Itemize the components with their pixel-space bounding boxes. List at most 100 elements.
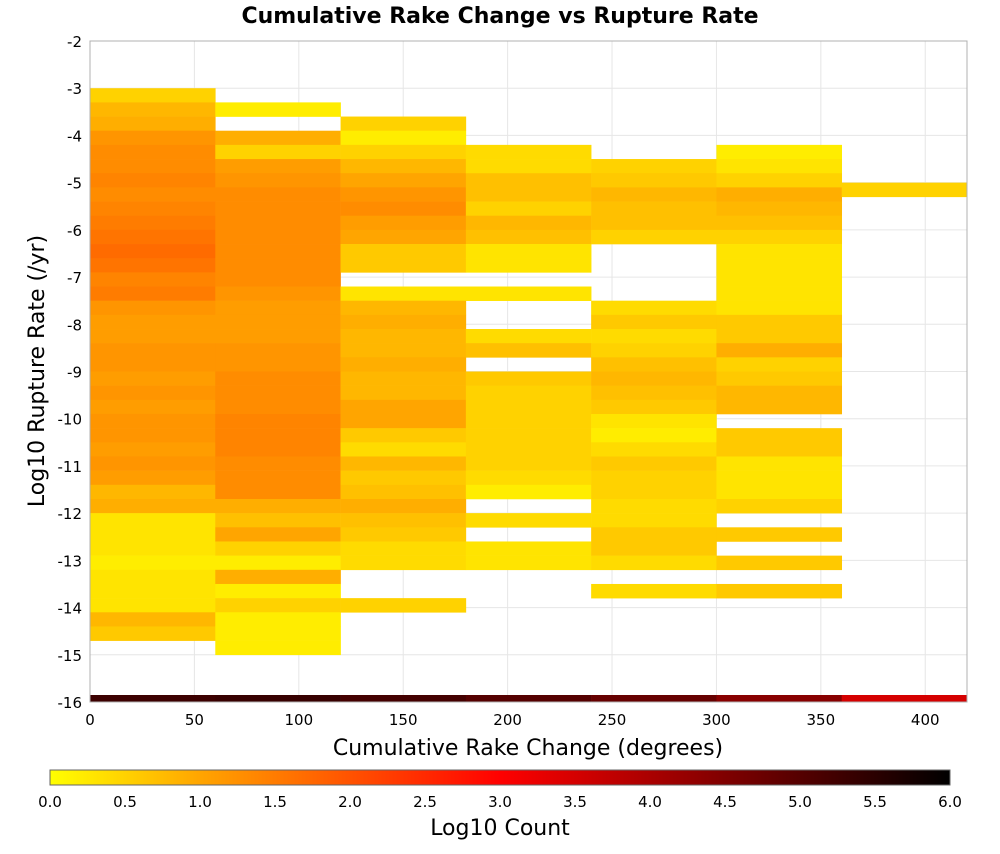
heatmap-cell [90, 399, 216, 415]
heatmap-cell [591, 343, 717, 358]
heatmap-cell [465, 456, 592, 471]
colorbar-tick-label: 3.0 [488, 793, 512, 811]
heatmap-cell [716, 385, 843, 401]
heatmap-cell [340, 300, 467, 316]
heatmap-cell [340, 498, 467, 514]
heatmap-cell [340, 329, 467, 344]
heatmap-cell [591, 456, 717, 471]
heatmap-cell [591, 399, 717, 415]
heatmap-cell [716, 371, 843, 386]
heatmap-cell [591, 513, 717, 528]
heatmap-cell [716, 555, 843, 571]
heatmap-cell [215, 399, 341, 415]
heatmap-cell [215, 272, 341, 287]
heatmap-cell [716, 399, 843, 415]
y-tick-label: -12 [58, 505, 83, 523]
heatmap-cell [215, 442, 341, 457]
heatmap-cell [90, 470, 216, 486]
colorbar-tick-labels: 0.0 0.5 1.0 1.5 2.0 2.5 3.0 3.5 4.0 4.5 5.0 5.5 6.0 [38, 793, 962, 811]
heatmap-cell [90, 541, 216, 556]
heatmap-cell [215, 300, 341, 316]
heatmap-cell [340, 343, 467, 358]
x-tick-label: 0 [85, 711, 95, 729]
x-tick-label: 250 [598, 711, 627, 729]
heatmap-cell [215, 612, 341, 627]
heatmap-cell [465, 159, 592, 174]
heatmap-cell [90, 102, 216, 117]
heatmap-cell [215, 527, 341, 542]
heatmap-cell [716, 300, 843, 316]
heatmap-cell [90, 555, 216, 571]
heatmap-cell [340, 484, 467, 500]
heatmap-cell [90, 413, 216, 429]
heatmap-cell [465, 555, 592, 571]
heatmap-cell [90, 343, 216, 358]
heatmap-cell [591, 413, 717, 429]
heatmap-cell [215, 314, 341, 330]
heatmap-cell [465, 329, 592, 344]
heatmap-cell [90, 173, 216, 188]
heatmap-cell [340, 371, 467, 386]
heatmap-cell [340, 385, 467, 401]
heatmap-cell [215, 102, 341, 117]
heatmap-cell [215, 144, 341, 160]
heatmap-cell [90, 300, 216, 316]
heatmap-cell [716, 215, 843, 231]
heatmap-cell [465, 201, 592, 216]
heatmap-cell [215, 244, 341, 259]
heatmap-cell [591, 159, 717, 174]
heatmap-cell [90, 442, 216, 457]
heatmap-cell [215, 173, 341, 188]
heatmap-cell [215, 201, 341, 216]
heatmap-cell [465, 385, 592, 401]
y-tick-label: -4 [67, 127, 82, 145]
x-tick-label: 150 [389, 711, 418, 729]
heatmap-cell [716, 187, 843, 202]
heatmap-cell [716, 229, 843, 245]
heatmap-cell [215, 583, 341, 599]
heatmap-cell [90, 116, 216, 132]
heatmap-cell [591, 527, 717, 542]
heatmap-cell [465, 343, 592, 358]
heatmap-cell [340, 598, 467, 613]
y-tick-label: -15 [58, 647, 83, 665]
heatmap-cell [215, 413, 341, 429]
x-tick-label: 400 [911, 711, 940, 729]
colorbar-tick-label: 1.5 [263, 793, 287, 811]
heatmap-cell [340, 173, 467, 188]
heatmap-cell [716, 329, 843, 344]
heatmap-cell [215, 513, 341, 528]
heatmap-cell [90, 385, 216, 401]
heatmap-cell [215, 159, 341, 174]
heatmap-cell [591, 371, 717, 386]
colorbar-tick-label: 2.0 [338, 793, 362, 811]
heatmap-cell [591, 187, 717, 202]
heatmap-cell [465, 371, 592, 386]
heatmap-cell [716, 484, 843, 500]
heatmap-cell [465, 286, 592, 301]
heatmap-cell [716, 201, 843, 216]
heatmap-cell [340, 244, 467, 259]
bottom-strip-cell [465, 695, 592, 702]
heatmap-cell [90, 244, 216, 259]
heatmap-cell [215, 555, 341, 571]
bottom-strip-cell [591, 695, 717, 702]
heatmap-cell [716, 357, 843, 372]
heatmap-cell [90, 371, 216, 386]
heatmap-cell [90, 159, 216, 174]
heatmap-cell [716, 470, 843, 486]
heatmap-cell [215, 484, 341, 500]
heatmap-cell [215, 258, 341, 273]
heatmap-cell [340, 144, 467, 160]
heatmap-cell [340, 201, 467, 216]
heatmap-cell [90, 583, 216, 599]
heatmap-cell [215, 541, 341, 556]
heatmap-cell [465, 428, 592, 443]
heatmap-cell [465, 413, 592, 429]
heatmap-cell [215, 286, 341, 301]
heatmap-cell [465, 399, 592, 415]
heatmap-cell [215, 130, 341, 146]
x-tick-label: 300 [702, 711, 731, 729]
heatmap-cell [716, 144, 843, 160]
